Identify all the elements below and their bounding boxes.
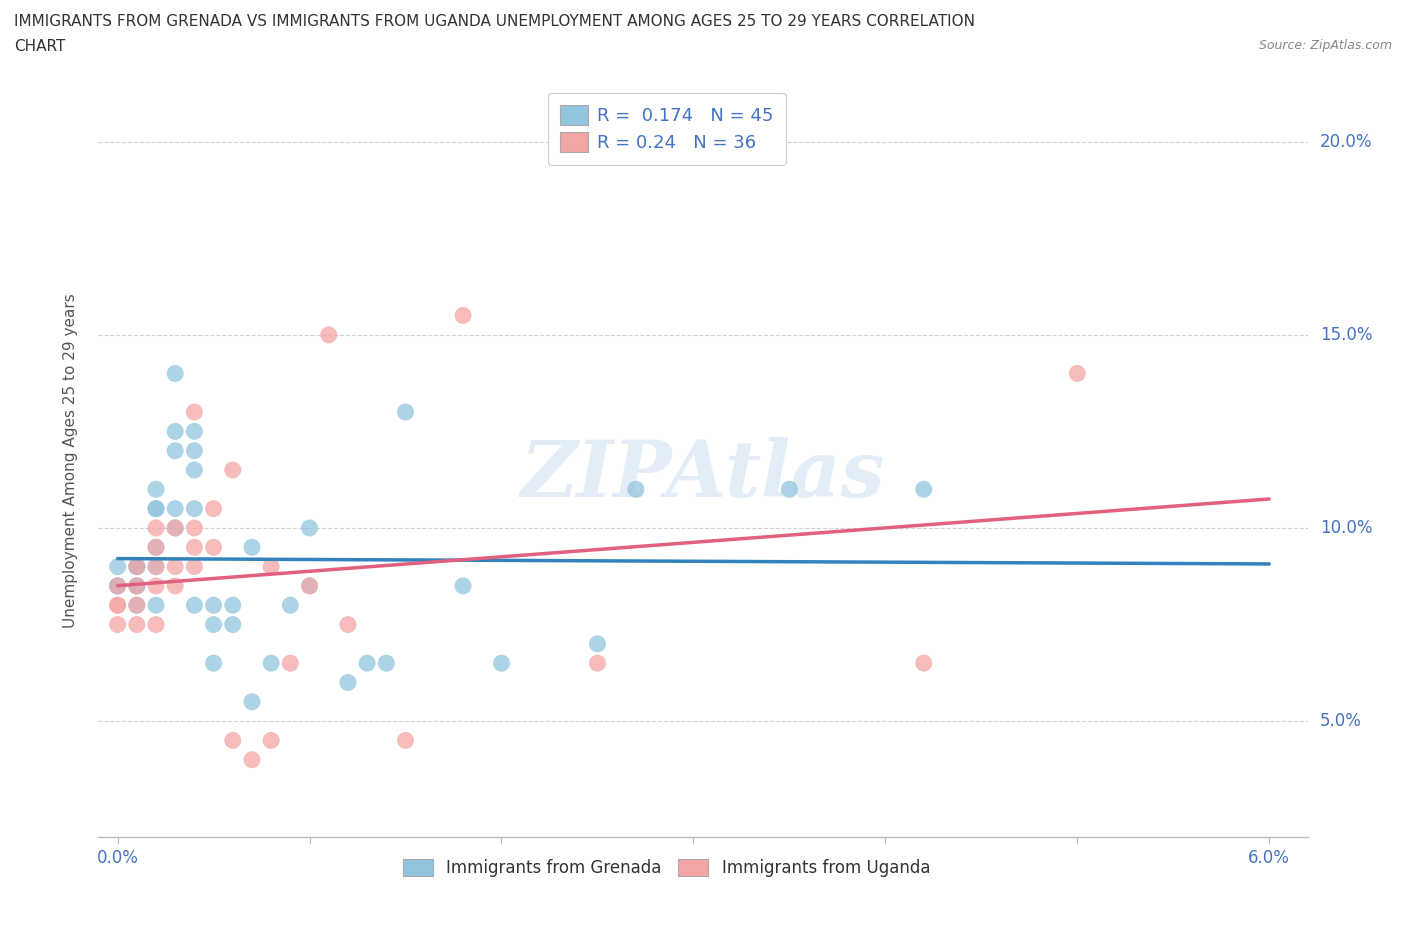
Point xyxy=(586,656,609,671)
Point xyxy=(145,578,167,593)
Point xyxy=(202,656,225,671)
Point xyxy=(222,618,245,632)
Point xyxy=(145,501,167,516)
Point xyxy=(1066,366,1088,381)
Point xyxy=(107,578,129,593)
Point xyxy=(298,578,321,593)
Point xyxy=(165,578,187,593)
Point xyxy=(145,559,167,574)
Text: 5.0%: 5.0% xyxy=(1320,712,1361,730)
Point xyxy=(145,521,167,536)
Point xyxy=(202,501,225,516)
Point xyxy=(145,618,167,632)
Point xyxy=(165,444,187,458)
Point xyxy=(107,598,129,613)
Text: IMMIGRANTS FROM GRENADA VS IMMIGRANTS FROM UGANDA UNEMPLOYMENT AMONG AGES 25 TO : IMMIGRANTS FROM GRENADA VS IMMIGRANTS FR… xyxy=(14,14,974,29)
Point xyxy=(125,578,148,593)
Point xyxy=(183,559,205,574)
Point xyxy=(318,327,340,342)
Point xyxy=(145,598,167,613)
Point xyxy=(586,636,609,651)
Text: Source: ZipAtlas.com: Source: ZipAtlas.com xyxy=(1258,39,1392,52)
Point xyxy=(145,559,167,574)
Point xyxy=(336,675,359,690)
Point xyxy=(183,424,205,439)
Point xyxy=(125,578,148,593)
Point xyxy=(145,482,167,497)
Point xyxy=(107,598,129,613)
Point xyxy=(145,501,167,516)
Point xyxy=(125,559,148,574)
Point xyxy=(202,539,225,554)
Point xyxy=(778,482,800,497)
Point xyxy=(183,501,205,516)
Text: 15.0%: 15.0% xyxy=(1320,326,1372,344)
Point xyxy=(202,598,225,613)
Point xyxy=(165,521,187,536)
Point xyxy=(183,405,205,419)
Point xyxy=(240,695,263,710)
Point xyxy=(280,656,302,671)
Point xyxy=(394,405,416,419)
Point xyxy=(125,559,148,574)
Point xyxy=(375,656,398,671)
Point xyxy=(298,521,321,536)
Point xyxy=(165,521,187,536)
Text: CHART: CHART xyxy=(14,39,66,54)
Legend: Immigrants from Grenada, Immigrants from Uganda: Immigrants from Grenada, Immigrants from… xyxy=(395,850,939,885)
Point xyxy=(491,656,513,671)
Point xyxy=(394,733,416,748)
Point xyxy=(222,598,245,613)
Point xyxy=(260,656,283,671)
Text: 10.0%: 10.0% xyxy=(1320,519,1372,537)
Point xyxy=(125,559,148,574)
Point xyxy=(107,578,129,593)
Point xyxy=(183,444,205,458)
Point xyxy=(165,366,187,381)
Point xyxy=(125,598,148,613)
Point xyxy=(165,559,187,574)
Point xyxy=(222,733,245,748)
Point xyxy=(165,424,187,439)
Point xyxy=(183,462,205,477)
Point xyxy=(336,618,359,632)
Point xyxy=(912,656,935,671)
Point xyxy=(183,521,205,536)
Point xyxy=(107,618,129,632)
Point xyxy=(298,578,321,593)
Point xyxy=(240,539,263,554)
Point xyxy=(183,539,205,554)
Point xyxy=(125,598,148,613)
Point xyxy=(125,578,148,593)
Point xyxy=(183,598,205,613)
Point xyxy=(107,559,129,574)
Point xyxy=(451,308,474,323)
Point xyxy=(280,598,302,613)
Point xyxy=(624,482,647,497)
Point xyxy=(145,539,167,554)
Text: 20.0%: 20.0% xyxy=(1320,133,1372,151)
Point xyxy=(451,578,474,593)
Text: ZIPAtlas: ZIPAtlas xyxy=(520,437,886,513)
Point xyxy=(240,752,263,767)
Point xyxy=(356,656,378,671)
Point xyxy=(912,482,935,497)
Point xyxy=(125,618,148,632)
Y-axis label: Unemployment Among Ages 25 to 29 years: Unemployment Among Ages 25 to 29 years xyxy=(63,293,77,628)
Point xyxy=(145,539,167,554)
Point xyxy=(107,578,129,593)
Point xyxy=(260,559,283,574)
Point xyxy=(202,618,225,632)
Point xyxy=(222,462,245,477)
Point xyxy=(260,733,283,748)
Point xyxy=(165,501,187,516)
